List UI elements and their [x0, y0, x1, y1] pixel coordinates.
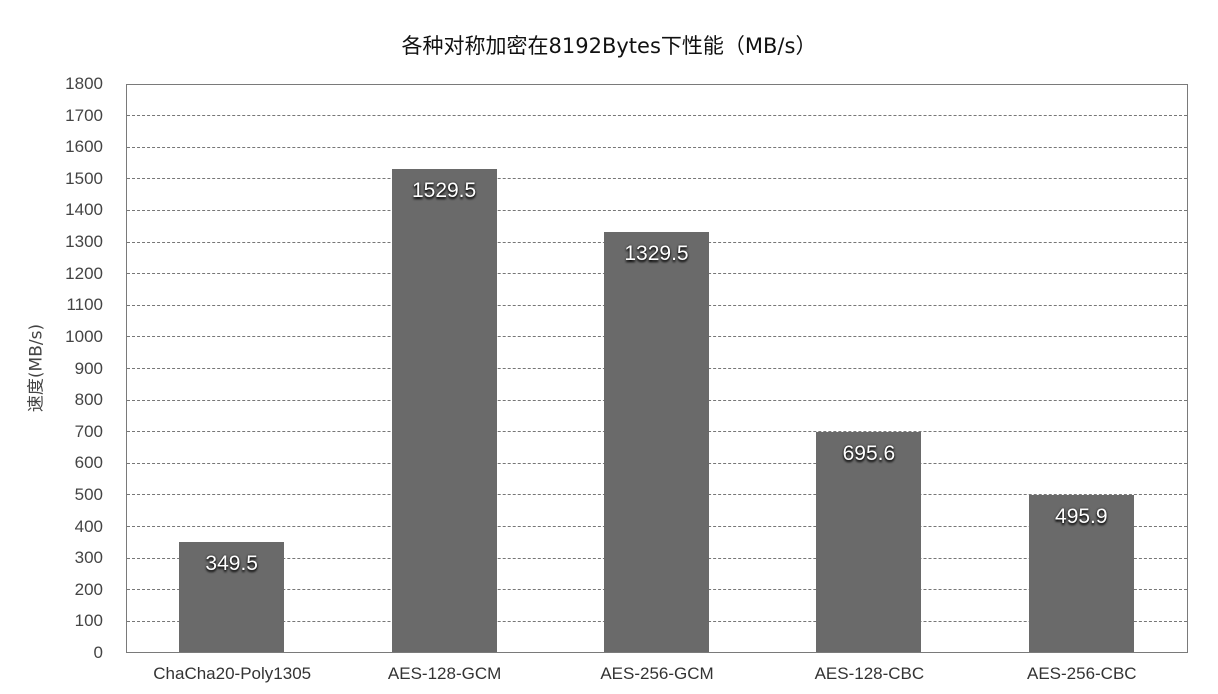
- bar-value-label: 1329.5: [624, 241, 689, 265]
- y-tick-label: 1400: [65, 200, 103, 220]
- y-tick-label: 1100: [66, 295, 103, 315]
- gridline: [127, 115, 1187, 117]
- y-tick-label: 1000: [65, 326, 103, 346]
- bar: 695.6: [816, 432, 922, 652]
- y-tick-label: 1700: [65, 105, 103, 125]
- y-tick-label: 700: [74, 421, 103, 441]
- bar: 1529.5: [391, 168, 497, 652]
- chart-title: 各种对称加密在8192Bytes下性能（MB/s）: [401, 34, 817, 58]
- y-tick-label: 500: [74, 484, 103, 504]
- y-tick-label: 1600: [65, 137, 103, 157]
- x-tick-label: AES-256-CBC: [1026, 664, 1137, 683]
- x-tick-label: AES-128-GCM: [387, 664, 502, 683]
- bar: 495.9: [1028, 495, 1134, 652]
- y-tick-label: 800: [74, 390, 103, 410]
- bar-value-label: 495.9: [1055, 505, 1108, 529]
- x-tick-label: AES-128-CBC: [814, 664, 925, 683]
- y-tick-label: 900: [74, 358, 103, 378]
- x-tick-label: AES-256-GCM: [600, 664, 714, 683]
- y-tick-label: 1800: [65, 74, 103, 93]
- y-tick-label: 1300: [65, 232, 103, 252]
- gridline: [127, 178, 1187, 180]
- gridline: [127, 146, 1187, 148]
- y-tick-label: 300: [74, 548, 103, 568]
- y-tick-label: 600: [74, 453, 103, 473]
- bar-value-label: 1529.5: [411, 178, 477, 202]
- x-tick-label: ChaCha20-Poly1305: [153, 664, 312, 683]
- gridline: [127, 209, 1187, 211]
- y-tick-label: 400: [74, 516, 103, 536]
- bar-value-label: 695.6: [842, 442, 896, 466]
- y-tick-label: 200: [74, 579, 103, 599]
- y-tick-label: 100: [74, 611, 103, 631]
- y-tick-label: 1500: [65, 168, 103, 188]
- plot-area: 349.5 1529.5 1329.5 695.6 495.9: [126, 84, 1188, 653]
- y-tick-label: 0: [93, 643, 103, 662]
- bar: 1329.5: [604, 231, 709, 652]
- bar-value-label: 349.5: [205, 551, 258, 575]
- y-tick-label: 1200: [65, 263, 103, 283]
- bar: 349.5: [179, 541, 285, 652]
